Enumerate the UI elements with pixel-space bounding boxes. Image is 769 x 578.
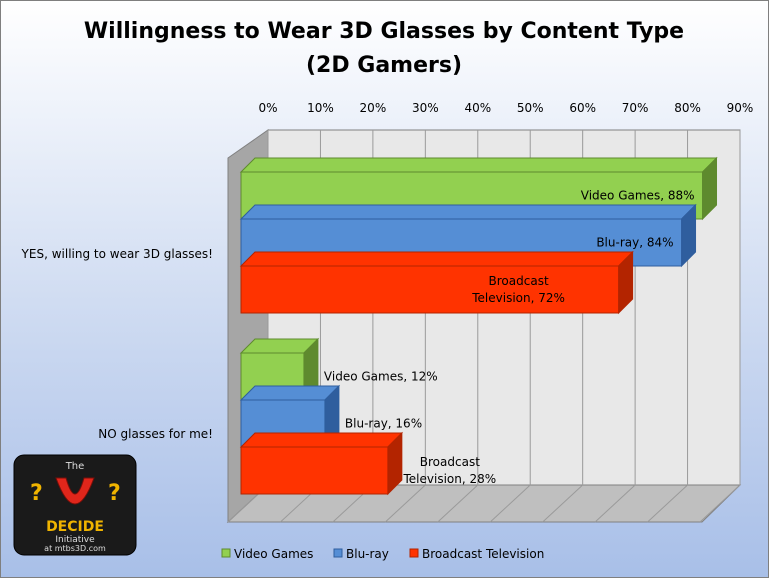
logo-text-decide: DECIDE [46, 519, 104, 535]
data-label: Broadcast Television, 72% [471, 274, 565, 305]
x-tick-label: 40% [464, 101, 491, 115]
x-tick-label: 60% [569, 101, 596, 115]
floor-gridline [594, 484, 636, 523]
floor-gridline [542, 484, 584, 523]
data-label: Video Games, 88% [581, 189, 695, 203]
data-labels: Video Games, 88% Blu-ray, 84% Broadcast Tel… [324, 189, 695, 487]
floor-gridline [437, 484, 479, 523]
legend-swatch-blu-ray [333, 548, 343, 558]
decide-initiative-logo: ? ? The DECIDE Initiative at mtbs3D.com [13, 454, 137, 556]
chart-title-line-1: Willingness to Wear 3D Glasses by Conten… [84, 19, 684, 44]
bar-top-face [239, 385, 341, 401]
data-label: Video Games, 12% [324, 370, 438, 384]
x-tick-label: 20% [360, 101, 387, 115]
chart-title-line-2: (2D Gamers) [306, 53, 462, 78]
x-tick-label: 10% [307, 101, 334, 115]
logo-question-mark-icon-right: ? [108, 481, 121, 506]
bar-top-face [239, 157, 718, 173]
floor-gridline [384, 484, 426, 523]
logo-text-site: at mtbs3D.com [44, 544, 106, 553]
bar-front-face [240, 446, 389, 495]
logo-question-mark-icon-left: ? [30, 481, 43, 506]
logo-background [13, 454, 137, 556]
bar-broadcast-yes [239, 250, 634, 315]
legend-label-video-games: Video Games [234, 547, 313, 561]
logo-horseshoe-icon [55, 477, 95, 505]
bar-broadcast-no [239, 431, 404, 496]
category-label-yes: YES, willing to wear 3D glasses! [21, 247, 213, 261]
legend-label-broadcast: Broadcast Television [422, 547, 544, 561]
x-tick-label: 0% [258, 101, 277, 115]
category-label-no: NO glasses for me! [98, 427, 213, 441]
data-label: Blu-ray, 84% [596, 236, 673, 250]
legend-label-blu-ray: Blu-ray [346, 547, 389, 561]
legend-swatch-broadcast [409, 548, 419, 558]
bar-front-face [240, 265, 620, 314]
floor-gridline [489, 484, 531, 523]
x-tick-label: 50% [517, 101, 544, 115]
legend-swatch-video-games [221, 548, 231, 558]
floor-gridline [647, 484, 688, 523]
x-tick-label: 70% [622, 101, 649, 115]
logo-text-the: The [65, 461, 85, 472]
logo-text-initiative: Initiative [55, 535, 95, 545]
bar-top-face [239, 251, 634, 267]
bar-top-face [239, 432, 404, 448]
bars [239, 156, 718, 496]
x-tick-label: 30% [412, 101, 439, 115]
data-label: Broadcast Television, 28% [403, 455, 497, 486]
data-label: Blu-ray, 16% [345, 417, 422, 431]
x-axis-tick-labels: 0% 10% 20% 30% 40% 50% 60% 70% 80% 90% [258, 101, 753, 115]
floor-gridline [699, 484, 741, 523]
legend: Video Games Blu-ray Broadcast Television [221, 547, 544, 561]
bar-top-face [239, 204, 697, 220]
x-tick-label: 90% [727, 101, 754, 115]
x-tick-label: 80% [674, 101, 701, 115]
